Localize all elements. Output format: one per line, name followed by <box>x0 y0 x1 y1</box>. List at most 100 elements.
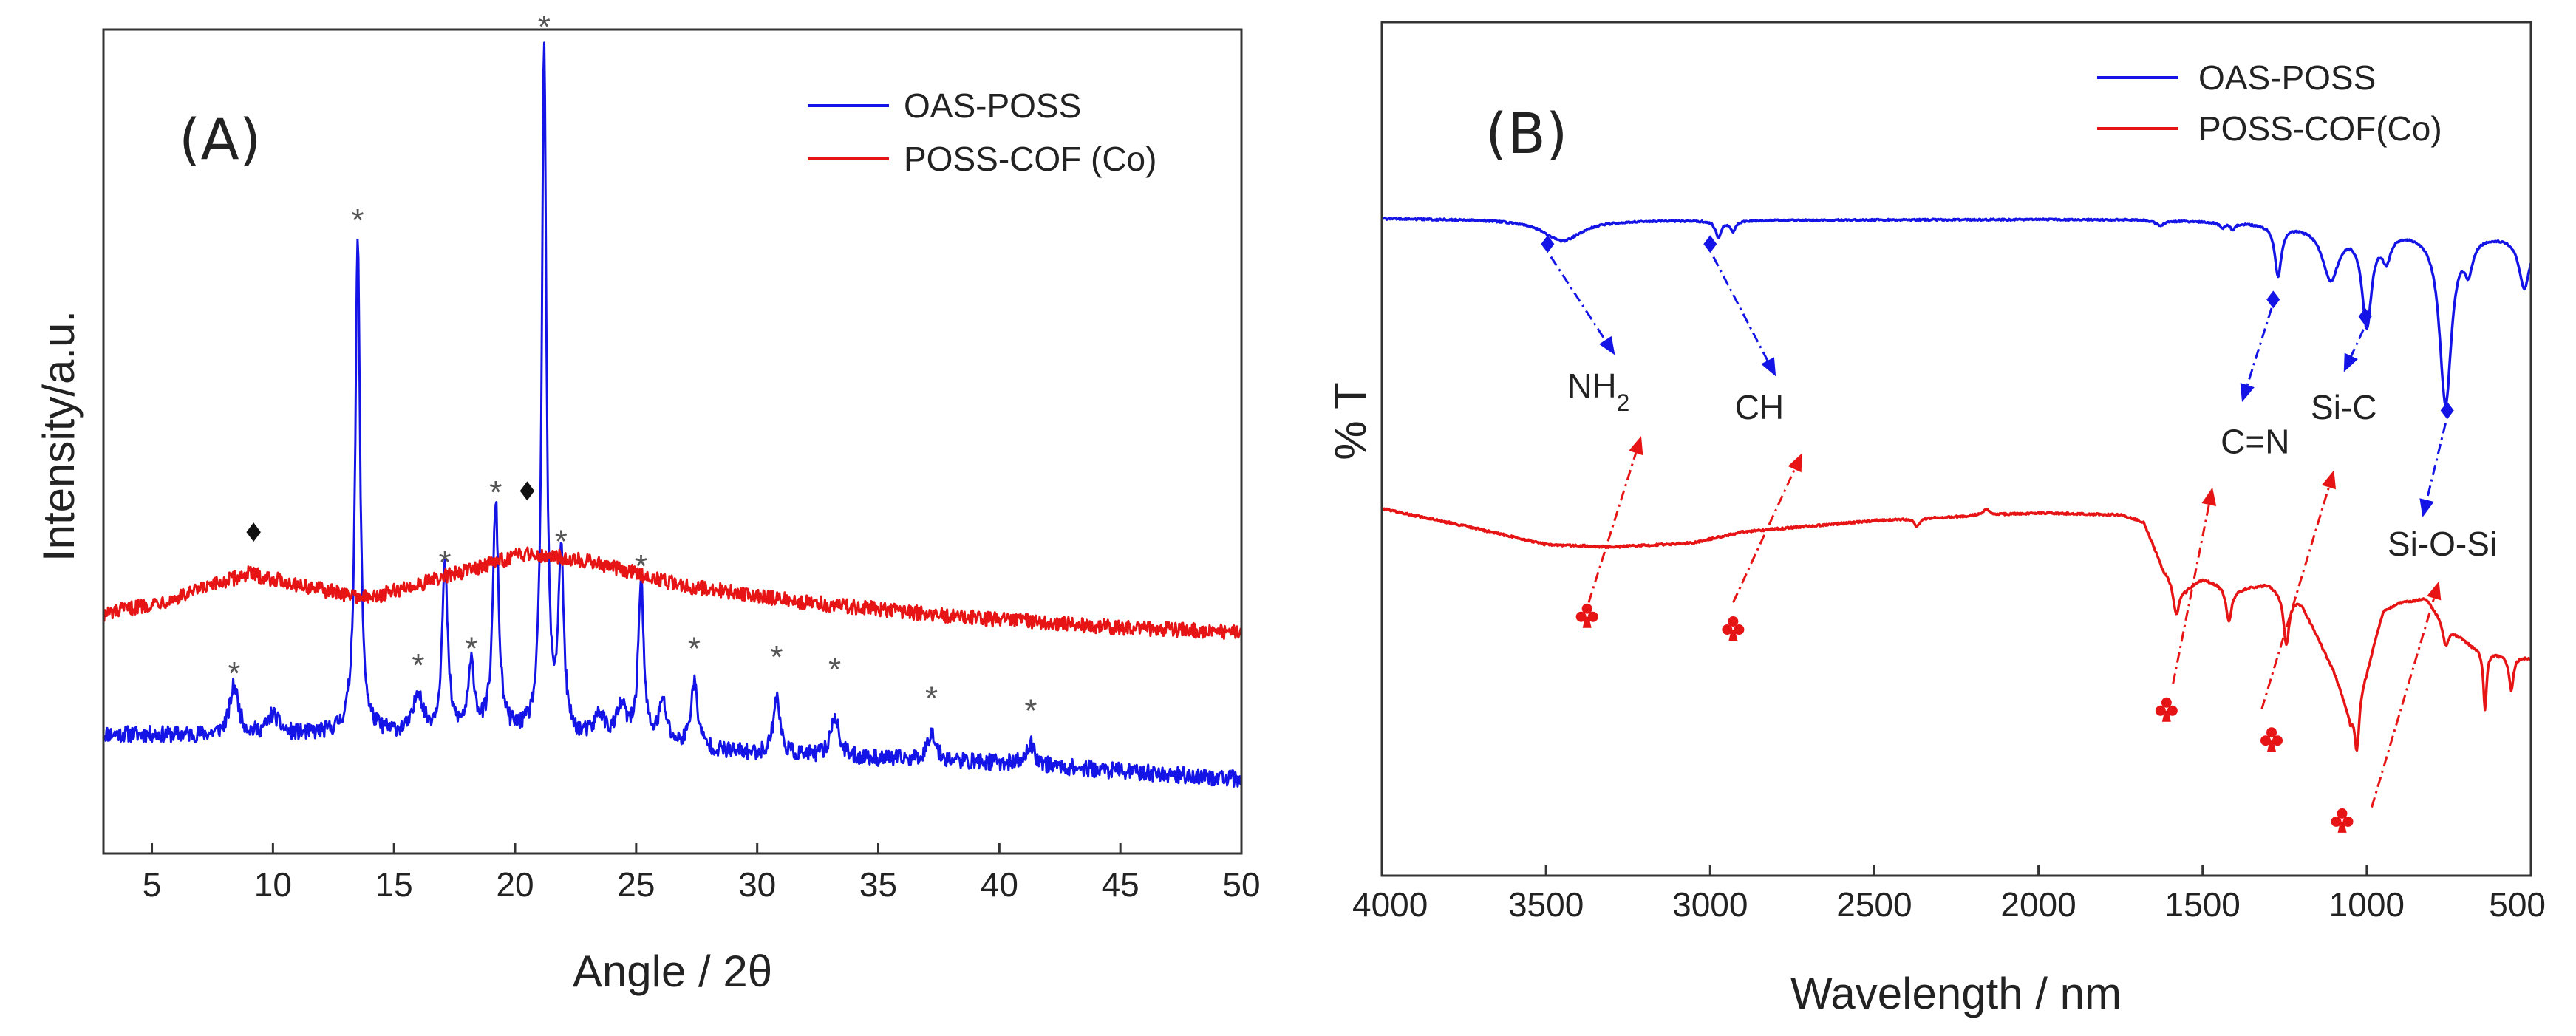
panel-b-club-marker-3-lobe-left <box>2260 735 2272 746</box>
panel-a-x-tick-label-2: 15 <box>375 865 413 904</box>
panel-b-red-arrow-0 <box>1587 436 1643 603</box>
panel-b-red-arrow-0-shaft <box>1587 452 1638 603</box>
panel-b-x-tick-label-0: 4000 <box>1352 885 1428 924</box>
panel-a-annotation-group: * * * * * * * * * * * * * * <box>228 9 1037 729</box>
panel-b-club-marker-3 <box>2260 727 2283 752</box>
panel-b-blue-arrow-4-head <box>2419 498 2434 517</box>
panel-a-plot-frame <box>102 28 1243 855</box>
panel-b-blue-arrow-4-shaft <box>2425 423 2447 500</box>
panel-b-club-marker-0-lobe-top <box>1581 603 1592 614</box>
panel-a-y-axis-title: Intensity/a.u. <box>34 310 84 562</box>
panel-a-peak-marker-5: * <box>489 474 502 511</box>
panel-b-blue-arrow-3-head <box>2343 352 2358 372</box>
panel-a-x-tick-label-8: 45 <box>1102 865 1139 904</box>
panel-b-series-line-1 <box>1382 507 2531 752</box>
panel-b-diamond-marker-3 <box>2358 307 2372 326</box>
panel-a-diamond-marker-0 <box>246 522 261 542</box>
panel-b-blue-arrow-0-shaft <box>1550 256 1606 341</box>
panel-b-club-marker-1-stem <box>1728 630 1738 641</box>
panel-a-peak-marker-3: * <box>438 545 451 581</box>
panel-a-series-line-0 <box>103 41 1241 788</box>
panel-b-red-arrow-1 <box>1732 453 1802 604</box>
panel-a-diamond-marker-1 <box>519 481 535 501</box>
panel-a-x-ticks: 5 10 15 20 25 30 35 40 45 50 <box>143 843 1261 904</box>
panel-a-peak-marker-11: * <box>828 652 841 688</box>
panel-b-club-marker-2-lobe-right <box>2167 705 2178 716</box>
panel-b-ftir: NH2 CHC=NSi-CSi-O-Si 4000 3500 3000 2500 2000… <box>1326 21 2546 1018</box>
panel-a-series-line-1 <box>103 546 1241 640</box>
panel-a-x-tick-label-3: 20 <box>496 865 534 904</box>
panel-b-blue-arrow-3-shaft <box>2350 329 2365 357</box>
panel-b-club-marker-1 <box>1722 616 1745 641</box>
panel-b-x-tick-label-5: 1500 <box>2165 885 2241 924</box>
panel-a-x-tick-label-9: 50 <box>1222 865 1260 904</box>
panel-b-x-axis-title: Wavelength / nm <box>1790 969 2122 1018</box>
panel-b-group-label-4: Si-O-Si <box>2388 525 2497 563</box>
panel-b-red-arrow-3-head <box>2321 470 2337 490</box>
panel-a-x-tick-label-6: 35 <box>859 865 897 904</box>
panel-b-legend-label-oas-poss: OAS-POSS <box>2198 58 2376 97</box>
panel-b-red-arrow-4-shaft <box>2371 598 2436 808</box>
panel-b-red-arrow-2-shaft <box>2172 504 2210 684</box>
panel-b-blue-arrow-3 <box>2343 329 2365 372</box>
panel-b-series-group <box>1382 217 2531 752</box>
panel-b-x-tick-label-1: 3500 <box>1508 885 1584 924</box>
panel-b-x-tick-label-4: 2000 <box>2000 885 2076 924</box>
panel-b-blue-arrow-0 <box>1550 256 1615 355</box>
panel-b-club-marker-1-lobe-left <box>1722 624 1733 635</box>
panel-b-x-tick-label-7: 500 <box>2489 885 2546 924</box>
panel-b-red-arrow-2-head <box>2201 487 2217 506</box>
panel-b-club-marker-0 <box>1575 603 1598 628</box>
panel-a-x-axis-title: Angle / 2θ <box>573 947 772 996</box>
panel-b-club-marker-3-lobe-right <box>2272 735 2283 746</box>
panel-a-label: (A) <box>179 106 261 172</box>
panel-b-blue-arrow-0-head <box>1598 335 1615 355</box>
panel-b-club-marker-2 <box>2155 697 2178 722</box>
panel-b-blue-arrow-2-head <box>2240 383 2255 402</box>
panel-b-club-marker-4-lobe-left <box>2331 816 2342 827</box>
panel-b-club-marker-2-lobe-top <box>2161 697 2172 708</box>
panel-b-group-label-3: Si-C <box>2311 388 2376 426</box>
panel-b-blue-arrow-4 <box>2419 423 2447 517</box>
panel-a-peak-marker-4: * <box>465 631 477 667</box>
panel-b-diamond-marker-4 <box>2440 401 2454 420</box>
panel-b-blue-arrow-2-shaft <box>2246 307 2273 386</box>
panel-b-club-marker-4-lobe-top <box>2337 808 2348 819</box>
panel-b-legend: OAS-POSS POSS-COF(Co) <box>2097 58 2442 148</box>
panel-b-club-marker-0-stem <box>1582 616 1592 628</box>
panel-b-club-marker-3-stem <box>2267 740 2277 752</box>
panel-a-series-group <box>103 41 1241 788</box>
panel-b-red-arrow-4-head <box>2427 581 2442 601</box>
panel-b-legend-label-poss-cof: POSS-COF(Co) <box>2198 109 2442 148</box>
panel-b-red-arrow-4 <box>2371 581 2442 808</box>
panel-b-club-marker-4 <box>2331 808 2354 833</box>
panel-b-blue-arrow-1 <box>1712 256 1776 377</box>
panel-b-diamond-marker-1 <box>1703 235 1717 253</box>
panel-b-group-label-2: C=N <box>2221 422 2289 460</box>
panel-b-red-arrow-0-head <box>1629 436 1643 456</box>
panel-b-group-label-1: CH <box>1735 388 1784 426</box>
panel-b-club-marker-0-lobe-left <box>1575 611 1587 622</box>
panel-b-club-marker-2-stem <box>2161 710 2171 722</box>
panel-a-peak-marker-9: * <box>688 631 701 667</box>
panel-b-red-arrow-1-shaft <box>1732 468 1796 604</box>
panel-a-peak-marker-2: * <box>412 647 424 684</box>
panel-a-legend-label-poss-cof: POSS-COF (Co) <box>904 140 1156 178</box>
panel-b-club-marker-1-lobe-right <box>1734 624 1745 635</box>
panel-a-x-tick-label-5: 30 <box>738 865 776 904</box>
panel-b-blue-arrow-1-head <box>1761 357 1776 377</box>
panel-a-peak-marker-12: * <box>925 681 938 717</box>
panel-a-x-tick-label-4: 25 <box>617 865 655 904</box>
panel-a-peak-marker-1: * <box>351 202 364 239</box>
panel-b-club-marker-0-lobe-right <box>1587 611 1598 622</box>
panel-b-x-tick-label-6: 1000 <box>2329 885 2405 924</box>
panel-a-xrd: * * * * * * * * * * * * * * 5 10 15 20 25 30 35 40 45 50 (A) A… <box>34 9 1261 996</box>
panel-b-plot-frame <box>1380 21 2532 877</box>
panel-a-peak-marker-0: * <box>228 655 240 692</box>
panel-b-club-marker-4-lobe-right <box>2342 816 2354 827</box>
panel-a-x-tick-label-0: 5 <box>143 865 162 904</box>
panel-b-x-tick-label-3: 2500 <box>1836 885 1912 924</box>
panel-b-annotation-group: NH2 CHC=NSi-CSi-O-Si <box>1541 235 2497 833</box>
